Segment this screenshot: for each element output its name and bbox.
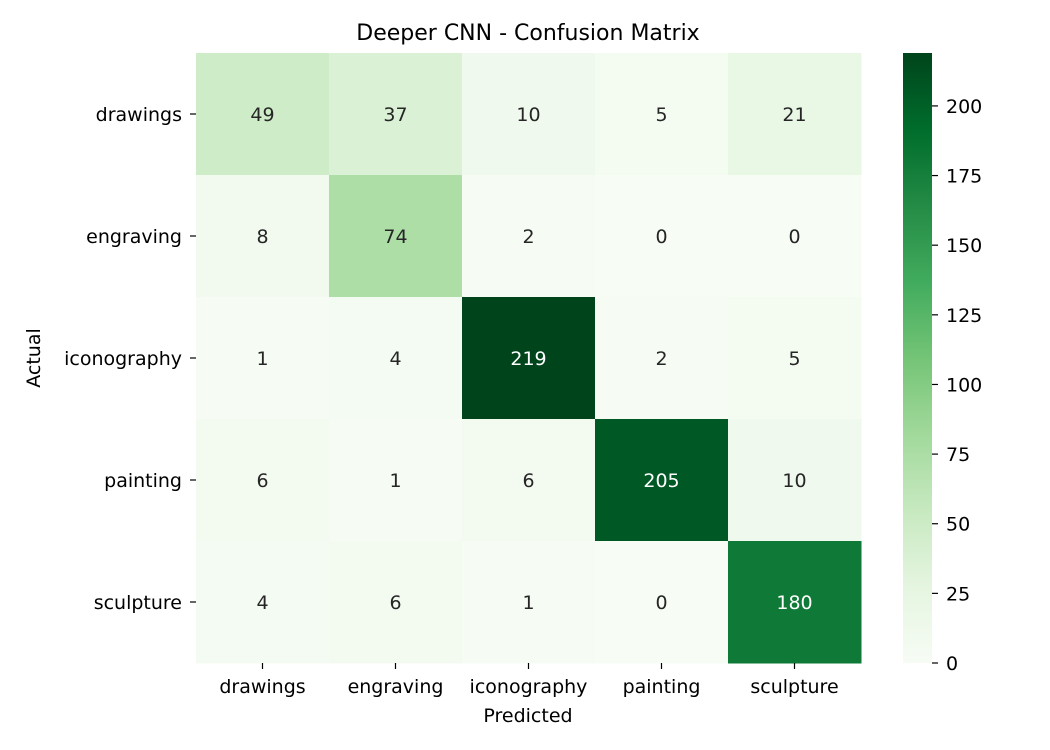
y-axis-label: Actual: [23, 328, 45, 388]
cell-annotation: 1: [256, 348, 268, 370]
cell-annotation: 219: [510, 348, 546, 370]
cell-annotation: 1: [522, 592, 534, 614]
cell-annotation: 1: [389, 470, 401, 492]
x-tick-label: drawings: [219, 676, 305, 698]
chart-title: Deeper CNN - Confusion Matrix: [356, 21, 699, 46]
cell-annotation: 5: [655, 104, 667, 126]
cell-annotation: 4: [256, 592, 268, 614]
x-axis-ticks: drawings engraving iconography painting scul…: [219, 663, 839, 698]
y-axis-ticks: drawings engraving iconography painting scul…: [64, 104, 196, 614]
colorbar-tick-label: 150: [946, 235, 982, 257]
heatmap-cell: [462, 419, 596, 542]
heatmap-cell: [196, 541, 330, 664]
cell-annotation: 6: [522, 470, 534, 492]
cell-annotation: 6: [389, 592, 401, 614]
cell-annotation: 205: [643, 470, 679, 492]
heatmap-cell: [196, 419, 330, 542]
cell-annotation: 0: [655, 592, 667, 614]
heatmap-cell: [462, 541, 596, 664]
cell-annotation: 37: [383, 104, 407, 126]
colorbar-tick-label: 175: [946, 166, 982, 188]
heatmap-cell: [728, 541, 862, 664]
x-axis-label: Predicted: [483, 705, 572, 727]
cell-annotations: 49 37 10 5 218 74 2 0 01 4 219 2 56 1 6 205 104 6 1 0 180: [250, 104, 812, 614]
cell-annotation: 6: [256, 470, 268, 492]
heatmap-cell: [595, 175, 729, 298]
y-tick-label: engraving: [86, 226, 182, 248]
heatmap-cells: [196, 53, 862, 664]
cell-annotation: 2: [655, 348, 667, 370]
colorbar-tick-label: 0: [946, 653, 958, 675]
colorbar: [903, 53, 932, 663]
cell-annotation: 2: [522, 226, 534, 248]
cell-annotation: 0: [655, 226, 667, 248]
colorbar-tick-label: 200: [946, 96, 982, 118]
cell-annotation: 8: [256, 226, 268, 248]
heatmap-cell: [595, 297, 729, 420]
cell-annotation: 0: [788, 226, 800, 248]
colorbar-tick-label: 100: [946, 374, 982, 396]
x-tick-label: iconography: [470, 676, 588, 698]
heatmap-cell: [728, 175, 862, 298]
y-tick-label: iconography: [64, 348, 182, 370]
heatmap-cell: [462, 175, 596, 298]
heatmap-cell: [462, 53, 596, 176]
colorbar-ticks: 0 25 50 75 100 125 150 175 200: [932, 96, 982, 675]
heatmap-cell: [196, 297, 330, 420]
cell-annotation: 49: [250, 104, 274, 126]
x-tick-label: sculpture: [750, 676, 838, 698]
heatmap-cell: [595, 53, 729, 176]
colorbar-tick-label: 125: [946, 305, 982, 327]
cell-annotation: 10: [516, 104, 540, 126]
y-tick-label: painting: [104, 470, 182, 492]
heatmap-cell: [728, 297, 862, 420]
cell-annotation: 10: [782, 470, 806, 492]
heatmap-cell: [595, 419, 729, 542]
colorbar-tick-label: 25: [946, 583, 970, 605]
heatmap-cell: [329, 53, 463, 176]
heatmap-cell: [595, 541, 729, 664]
cell-annotation: 5: [788, 348, 800, 370]
x-tick-label: painting: [623, 676, 701, 698]
x-tick-label: engraving: [348, 676, 444, 698]
cell-annotation: 21: [782, 104, 806, 126]
heatmap-cell: [196, 53, 330, 176]
colorbar-tick-label: 50: [946, 514, 970, 536]
heatmap-cell: [329, 297, 463, 420]
cell-annotation: 74: [383, 226, 407, 248]
colorbar-tick-label: 75: [946, 444, 970, 466]
heatmap-cell: [329, 541, 463, 664]
heatmap-cell: [329, 419, 463, 542]
y-tick-label: sculpture: [94, 592, 182, 614]
heatmap-cell: [728, 419, 862, 542]
cell-annotation: 4: [389, 348, 401, 370]
heatmap-cell: [728, 53, 862, 176]
cell-annotation: 180: [776, 592, 812, 614]
heatmap-cell: [462, 297, 596, 420]
heatmap-cell: [329, 175, 463, 298]
y-tick-label: drawings: [96, 104, 182, 126]
heatmap-cell: [196, 175, 330, 298]
